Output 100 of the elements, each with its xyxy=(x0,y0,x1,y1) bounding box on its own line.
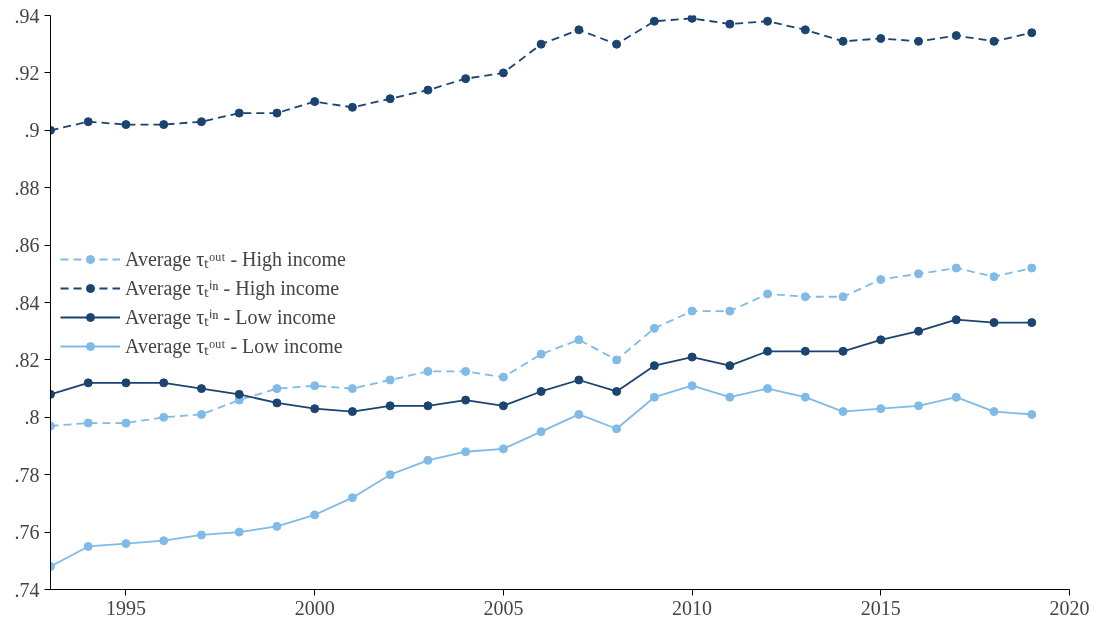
point xyxy=(687,381,697,391)
point xyxy=(347,407,357,417)
point xyxy=(763,16,773,26)
point xyxy=(1027,28,1037,38)
x-tick-label: 2010 xyxy=(672,596,713,619)
point xyxy=(234,527,244,537)
point xyxy=(121,539,131,549)
point xyxy=(838,292,848,302)
y-tick-label: .82 xyxy=(14,348,40,371)
point xyxy=(347,102,357,112)
legend-label: Average τₜᵒᵘᵗ - High income xyxy=(125,247,346,272)
point xyxy=(800,346,810,356)
point xyxy=(763,384,773,394)
point xyxy=(649,323,659,333)
point xyxy=(272,384,282,394)
point xyxy=(196,530,206,540)
point xyxy=(800,25,810,35)
point xyxy=(310,404,320,414)
point xyxy=(838,407,848,417)
point xyxy=(687,15,697,23)
y-tick-label: .88 xyxy=(14,176,40,199)
x-tick-label: 1995 xyxy=(105,596,146,619)
point xyxy=(385,375,395,385)
x-tick-label: 2005 xyxy=(483,596,524,619)
point xyxy=(1027,409,1037,419)
point xyxy=(310,97,320,107)
point xyxy=(196,409,206,419)
x-tick-label: 2000 xyxy=(294,596,335,619)
point xyxy=(800,292,810,302)
point xyxy=(121,120,131,130)
point xyxy=(498,401,508,411)
point xyxy=(423,401,433,411)
point xyxy=(800,392,810,402)
point xyxy=(196,117,206,127)
point xyxy=(649,16,659,26)
point xyxy=(347,493,357,503)
point xyxy=(159,378,169,388)
point xyxy=(876,33,886,43)
point xyxy=(574,25,584,35)
point xyxy=(536,386,546,396)
point xyxy=(461,366,471,376)
y-tick-label: .8 xyxy=(24,406,40,429)
point xyxy=(83,378,93,388)
point xyxy=(83,541,93,551)
point xyxy=(423,366,433,376)
point xyxy=(649,392,659,402)
point xyxy=(310,381,320,391)
y-tick-label: .92 xyxy=(14,61,40,84)
point xyxy=(498,68,508,78)
y-tick-label: .94 xyxy=(14,4,40,27)
point xyxy=(876,275,886,285)
point xyxy=(385,94,395,104)
y-tick-label: .74 xyxy=(14,578,40,601)
point xyxy=(574,375,584,385)
point xyxy=(423,85,433,95)
point xyxy=(649,361,659,371)
point xyxy=(461,447,471,457)
point xyxy=(498,372,508,382)
point xyxy=(385,470,395,480)
point xyxy=(574,335,584,345)
legend-label: Average τₜᵒᵘᵗ - Low income xyxy=(125,334,343,359)
point xyxy=(838,36,848,46)
point xyxy=(763,289,773,299)
point xyxy=(763,346,773,356)
point xyxy=(725,361,735,371)
point xyxy=(1027,263,1037,273)
point xyxy=(951,263,961,273)
point xyxy=(612,424,622,434)
point xyxy=(838,346,848,356)
y-tick-label: .86 xyxy=(14,234,40,257)
point xyxy=(272,398,282,408)
y-tick-label: .76 xyxy=(14,521,40,544)
point xyxy=(498,444,508,454)
point xyxy=(989,407,999,417)
point xyxy=(989,272,999,282)
point xyxy=(121,378,131,388)
y-tick-label: .84 xyxy=(14,291,40,314)
point xyxy=(347,384,357,394)
point xyxy=(725,392,735,402)
point xyxy=(914,326,924,336)
point xyxy=(385,401,395,411)
point xyxy=(876,404,886,414)
y-tick-label: .9 xyxy=(24,119,40,142)
point xyxy=(687,352,697,362)
point xyxy=(234,108,244,118)
point xyxy=(914,401,924,411)
point xyxy=(574,409,584,419)
point xyxy=(196,384,206,394)
point xyxy=(687,306,697,316)
point xyxy=(159,412,169,422)
point xyxy=(272,108,282,118)
point xyxy=(951,31,961,41)
point xyxy=(159,536,169,546)
point xyxy=(272,521,282,531)
point xyxy=(612,386,622,396)
point xyxy=(83,117,93,127)
legend-label: Average τₜⁱⁿ - Low income xyxy=(125,305,336,330)
point xyxy=(234,389,244,399)
x-tick-label: 2015 xyxy=(860,596,901,619)
point xyxy=(951,392,961,402)
